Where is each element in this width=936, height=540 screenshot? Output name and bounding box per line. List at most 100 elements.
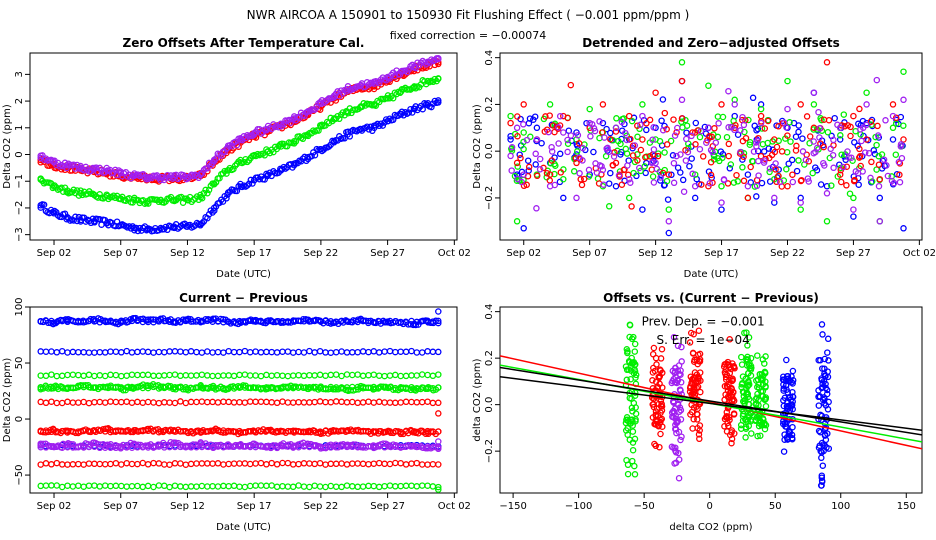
data-point-blue	[303, 157, 310, 165]
data-point-purple	[827, 145, 834, 153]
data-point-red	[64, 398, 71, 406]
data-point-blue	[605, 180, 613, 187]
data-point-green	[223, 170, 230, 177]
data-point-green	[230, 165, 237, 173]
data-point-green	[755, 396, 762, 404]
data-point-red	[263, 461, 270, 468]
data-point-purple	[689, 170, 696, 178]
data-point-green	[624, 470, 632, 478]
data-point-red	[375, 459, 383, 467]
data-point-purple	[737, 148, 744, 156]
data-point-red	[690, 415, 697, 423]
data-point-blue	[412, 321, 420, 329]
data-point-red	[349, 398, 356, 406]
data-point-purple	[67, 440, 74, 448]
data-point-green	[564, 140, 572, 147]
data-point-green	[198, 482, 206, 490]
data-point-purple	[357, 81, 365, 89]
data-point-green	[244, 158, 251, 166]
data-point-purple	[649, 158, 656, 166]
data-point-green	[629, 428, 637, 435]
data-point-red	[726, 396, 733, 404]
data-point-green	[520, 129, 527, 136]
data-point-blue	[818, 321, 826, 328]
figure-subtitle: fixed correction = −0.00074	[390, 29, 547, 42]
x-tick-label: −100	[565, 501, 592, 512]
data-point-purple	[816, 134, 823, 141]
data-point-blue	[783, 405, 791, 413]
data-point-blue	[220, 349, 227, 356]
data-point-blue	[112, 348, 120, 355]
data-point-purple	[344, 441, 351, 449]
data-point-blue	[246, 348, 254, 356]
data-point-blue	[836, 136, 844, 143]
data-point-green	[546, 101, 554, 108]
y-tick-label: −3	[14, 227, 25, 242]
data-point-blue	[306, 347, 313, 355]
data-point-red	[134, 398, 141, 406]
data-point-purple	[706, 179, 714, 187]
data-point-green	[667, 137, 675, 145]
data-point-red	[435, 410, 442, 417]
data-point-blue	[435, 97, 442, 104]
data-point-blue	[155, 348, 163, 356]
data-point-green	[349, 483, 356, 490]
data-point-red	[123, 398, 130, 405]
data-point-green	[551, 170, 558, 178]
data-point-red	[742, 134, 750, 142]
x-tick-label: Sep 27	[370, 248, 405, 259]
panel-p1: Zero Offsets After Temperature Cal. Date …	[2, 36, 471, 280]
data-point-red	[598, 129, 606, 136]
data-point-purple	[840, 163, 847, 171]
data-point-purple	[210, 443, 218, 451]
data-point-purple	[776, 178, 784, 186]
data-point-purple	[799, 148, 807, 155]
data-point-green	[197, 194, 205, 201]
data-point-blue	[268, 348, 275, 356]
data-point-blue	[753, 127, 760, 134]
data-point-red	[408, 398, 415, 406]
data-point-blue	[607, 169, 614, 177]
data-point-purple	[830, 136, 837, 144]
data-point-blue	[603, 125, 610, 133]
data-point-purple	[424, 444, 431, 452]
data-point-red	[665, 171, 673, 178]
data-point-purple	[820, 159, 827, 167]
data-point-green	[424, 77, 431, 85]
data-point-green	[850, 194, 857, 202]
data-point-red	[58, 461, 66, 468]
data-point-red	[64, 461, 71, 468]
data-point-blue	[818, 454, 825, 462]
data-point-green	[236, 371, 243, 379]
data-point-red	[85, 399, 93, 407]
y-tick-label: 0.4	[484, 304, 495, 320]
data-point-purple	[600, 181, 607, 188]
data-point-green	[250, 152, 258, 160]
data-point-green	[370, 371, 378, 378]
data-point-green	[161, 372, 168, 379]
data-point-blue	[657, 177, 664, 184]
data-point-blue	[825, 357, 832, 364]
data-point-red	[557, 169, 565, 176]
data-point-red	[381, 399, 388, 406]
data-point-blue	[197, 318, 205, 325]
data-point-red	[628, 203, 635, 210]
data-point-green	[311, 482, 318, 489]
data-point-purple	[250, 129, 258, 137]
data-point-green	[787, 138, 794, 145]
y-tick-label: 0.0	[484, 143, 495, 159]
x-tick-label: Sep 07	[103, 501, 138, 512]
fit-line-red	[500, 355, 922, 450]
data-point-green	[220, 372, 227, 379]
panel-p2: Detrended and Zero−adjusted Offsets Date …	[472, 36, 936, 280]
data-point-red	[761, 125, 769, 132]
data-point-red	[170, 427, 178, 434]
data-point-blue	[889, 136, 897, 143]
data-point-blue	[359, 348, 367, 355]
data-point-blue	[354, 348, 361, 356]
data-point-red	[514, 113, 521, 120]
data-point-red	[721, 423, 728, 430]
data-point-red	[696, 435, 703, 443]
data-point-green	[128, 482, 136, 490]
data-point-green	[150, 483, 157, 491]
